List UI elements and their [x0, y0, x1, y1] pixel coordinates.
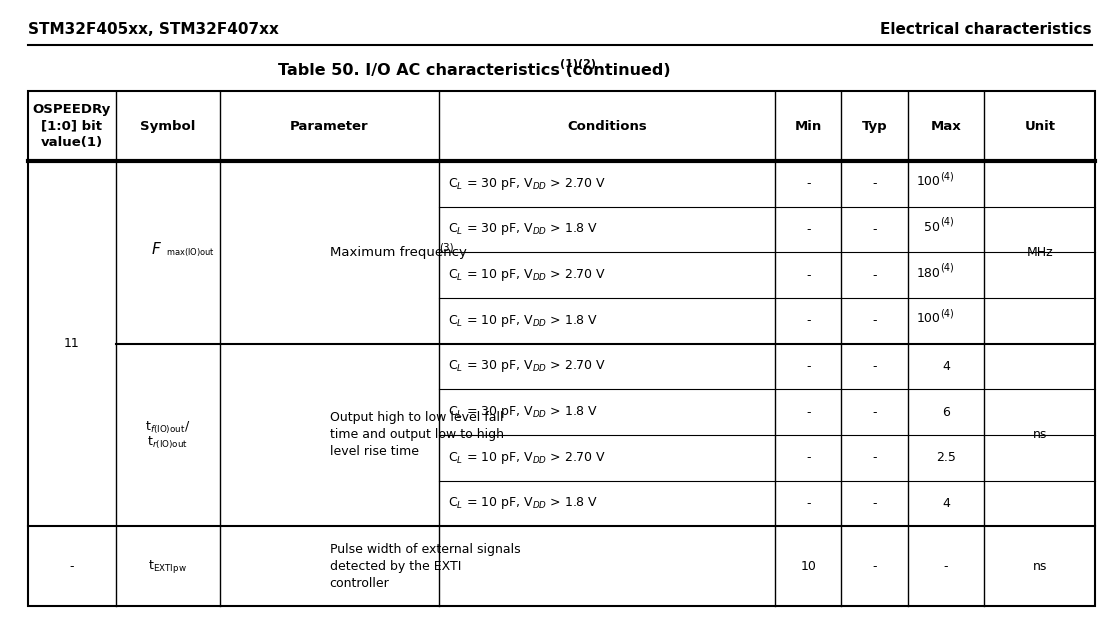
Text: C$_L$ = 30 pF, V$_{DD}$ > 1.8 V: C$_L$ = 30 pF, V$_{DD}$ > 1.8 V	[448, 221, 598, 238]
Text: (1)(2): (1)(2)	[560, 59, 596, 69]
Text: Max: Max	[931, 120, 961, 132]
Text: 50: 50	[924, 221, 941, 234]
Text: C$_L$ = 10 pF, V$_{DD}$ > 2.70 V: C$_L$ = 10 pF, V$_{DD}$ > 2.70 V	[448, 267, 606, 283]
Point	[1089, 477, 1102, 484]
Text: Output high to low level fall
time and output low to high
level rise time: Output high to low level fall time and o…	[329, 411, 504, 459]
Text: 100: 100	[916, 312, 941, 325]
Text: -: -	[806, 177, 811, 190]
Text: Table 50. I/O AC characteristics: Table 50. I/O AC characteristics	[278, 63, 560, 78]
Point	[1089, 248, 1102, 256]
Text: -: -	[944, 559, 949, 573]
Text: (4): (4)	[941, 308, 954, 318]
Text: Unit: Unit	[1025, 120, 1055, 132]
Text: t$_{f\mathrm{(IO)out}}$/: t$_{f\mathrm{(IO)out}}$/	[146, 419, 190, 435]
Text: -: -	[806, 406, 811, 418]
Text: Typ: Typ	[861, 120, 887, 132]
Text: Parameter: Parameter	[290, 120, 368, 132]
Text: -: -	[806, 268, 811, 282]
Text: -: -	[806, 497, 811, 510]
Text: 4: 4	[942, 360, 950, 373]
Text: 2.5: 2.5	[936, 451, 955, 464]
Text: -: -	[872, 559, 877, 573]
Text: Min: Min	[794, 120, 822, 132]
Text: 11: 11	[64, 337, 80, 350]
Text: Conditions: Conditions	[567, 120, 647, 132]
Text: t$_{r\mathrm{(IO)out}}$: t$_{r\mathrm{(IO)out}}$	[148, 434, 188, 450]
Text: (3): (3)	[439, 243, 454, 253]
Point	[1089, 203, 1102, 210]
Point	[432, 248, 446, 256]
Text: C$_L$ = 10 pF, V$_{DD}$ > 1.8 V: C$_L$ = 10 pF, V$_{DD}$ > 1.8 V	[448, 312, 598, 329]
Text: (4): (4)	[941, 217, 954, 227]
Text: 10: 10	[801, 559, 816, 573]
Text: ns: ns	[1033, 559, 1047, 573]
Text: 180: 180	[916, 266, 941, 280]
Text: C$_L$ = 30 pF, V$_{DD}$ > 1.8 V: C$_L$ = 30 pF, V$_{DD}$ > 1.8 V	[448, 404, 598, 420]
Text: Maximum frequency: Maximum frequency	[329, 246, 466, 259]
Text: Pulse width of external signals
detected by the EXTI
controller: Pulse width of external signals detected…	[329, 542, 520, 590]
Point	[432, 386, 446, 393]
Text: -: -	[872, 451, 877, 464]
Point	[432, 477, 446, 484]
Text: (4): (4)	[941, 263, 954, 273]
Text: C$_L$ = 30 pF, V$_{DD}$ > 2.70 V: C$_L$ = 30 pF, V$_{DD}$ > 2.70 V	[448, 358, 606, 374]
Text: Symbol: Symbol	[140, 120, 196, 132]
Text: C$_L$ = 10 pF, V$_{DD}$ > 1.8 V: C$_L$ = 10 pF, V$_{DD}$ > 1.8 V	[448, 495, 598, 512]
Point	[1089, 294, 1102, 302]
Point	[1089, 431, 1102, 438]
Text: MHz: MHz	[1027, 246, 1053, 259]
Text: C$_L$ = 30 pF, V$_{DD}$ > 2.70 V: C$_L$ = 30 pF, V$_{DD}$ > 2.70 V	[448, 176, 606, 192]
Point	[432, 431, 446, 438]
Text: -: -	[872, 406, 877, 418]
Text: STM32F405xx, STM32F407xx: STM32F405xx, STM32F407xx	[28, 22, 279, 37]
Text: -: -	[806, 360, 811, 373]
Text: -: -	[872, 268, 877, 282]
Text: -: -	[872, 223, 877, 236]
Text: -: -	[806, 451, 811, 464]
Text: ns: ns	[1033, 428, 1047, 442]
Text: 4: 4	[942, 497, 950, 510]
Point	[432, 294, 446, 302]
Text: -: -	[69, 559, 74, 573]
Point	[1089, 386, 1102, 393]
Text: (4): (4)	[941, 171, 954, 181]
Text: (continued): (continued)	[560, 63, 671, 78]
Text: OSPEEDRy
[1:0] bit
value(1): OSPEEDRy [1:0] bit value(1)	[32, 103, 111, 149]
Text: -: -	[806, 314, 811, 327]
Text: C$_L$ = 10 pF, V$_{DD}$ > 2.70 V: C$_L$ = 10 pF, V$_{DD}$ > 2.70 V	[448, 450, 606, 466]
Text: Electrical characteristics: Electrical characteristics	[880, 22, 1092, 37]
Text: -: -	[872, 177, 877, 190]
Text: t$_{\mathrm{EXTIpw}}$: t$_{\mathrm{EXTIpw}}$	[149, 558, 187, 575]
Text: -: -	[806, 223, 811, 236]
Text: -: -	[872, 497, 877, 510]
Text: 6: 6	[942, 406, 950, 418]
Text: -: -	[872, 314, 877, 327]
Text: 100: 100	[916, 175, 941, 188]
Bar	[28, 91, 1095, 606]
Text: $F$: $F$	[151, 241, 162, 257]
Text: $_{\mathrm{max(IO)out}}$: $_{\mathrm{max(IO)out}}$	[166, 246, 214, 259]
Text: -: -	[872, 360, 877, 373]
Point	[432, 203, 446, 210]
